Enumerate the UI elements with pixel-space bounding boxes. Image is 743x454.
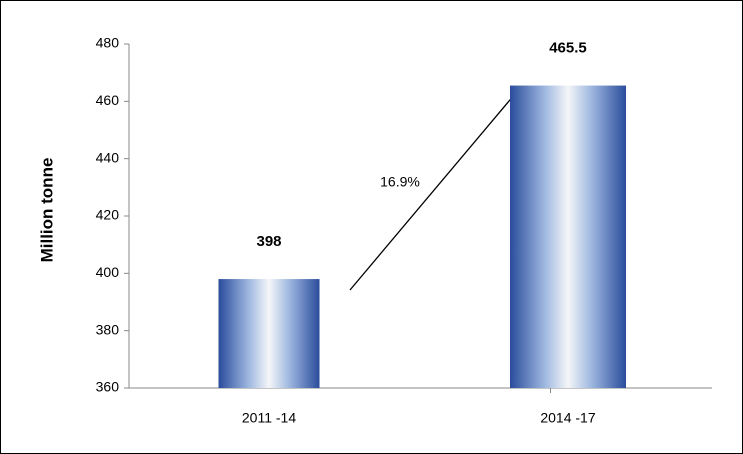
y-tick-label: 360 xyxy=(96,379,120,395)
y-axis-label: Million tonne xyxy=(37,158,56,263)
x-tick-label: 2011 -14 xyxy=(242,410,296,426)
x-tick-label: 2014 -17 xyxy=(540,410,595,426)
value-label: 465.5 xyxy=(549,40,587,57)
y-tick-label: 380 xyxy=(96,321,120,337)
y-tick-label: 440 xyxy=(96,149,120,165)
y-tick-label: 420 xyxy=(96,207,120,223)
bar xyxy=(218,279,320,388)
y-tick-label: 400 xyxy=(96,264,120,280)
value-label: 398 xyxy=(256,233,281,250)
y-tick-label: 480 xyxy=(96,35,120,51)
annotation: 16.9% xyxy=(380,174,420,190)
bar xyxy=(510,85,626,389)
growth-arrow xyxy=(349,87,521,291)
y-tick-label: 460 xyxy=(96,92,120,108)
